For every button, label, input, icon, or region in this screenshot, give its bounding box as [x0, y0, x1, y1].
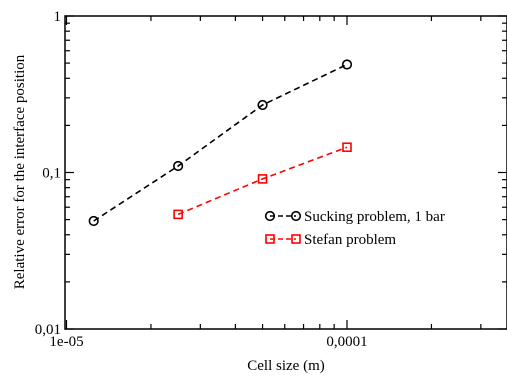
axis-tick-labels: 1e-05 0,0001 0,01 0,1 1	[35, 9, 368, 350]
data-point	[265, 234, 275, 244]
y-tick-label: 1	[54, 9, 62, 25]
series-line	[93, 63, 348, 222]
data-point	[173, 160, 184, 172]
data-point	[257, 174, 268, 184]
data-point	[342, 142, 352, 153]
x-axis-label: Cell size (m)	[247, 358, 324, 374]
legend-label: Sucking problem, 1 bar	[304, 209, 445, 225]
data-point	[291, 234, 301, 244]
data-point	[88, 215, 99, 227]
y-tick-label: 0,1	[42, 166, 61, 182]
series-stefan-problem	[173, 142, 352, 220]
legend-label: Stefan problem	[304, 232, 396, 248]
series-sucking-problem-1-bar	[88, 59, 353, 227]
series-layer	[88, 59, 353, 227]
data-point	[264, 210, 276, 222]
data-point	[257, 99, 268, 111]
data-point	[341, 59, 353, 70]
data-point	[173, 209, 183, 220]
x-tick-label: 0,0001	[326, 334, 367, 350]
plot-frame	[64, 15, 507, 330]
axis-ticks	[65, 15, 507, 330]
series-line	[177, 146, 348, 216]
legend: Sucking problem, 1 bar Stefan problem	[264, 209, 445, 248]
y-tick-label: 0,01	[35, 322, 61, 338]
y-axis-label: Relative error for the interface positio…	[12, 54, 28, 289]
x-tick-label: 1e-05	[49, 334, 83, 350]
data-point	[290, 210, 302, 222]
